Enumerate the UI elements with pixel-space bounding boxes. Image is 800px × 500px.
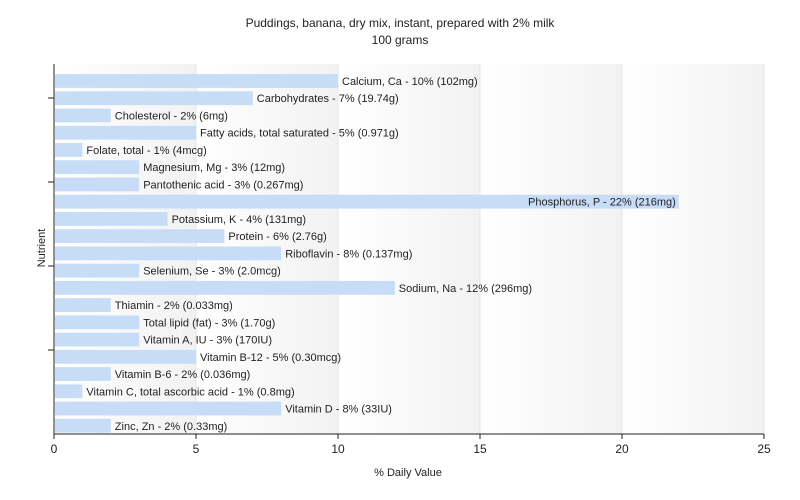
bar-labels: Calcium, Ca - 10% (102mg) Carbohydrates -…: [86, 76, 675, 433]
bar: [55, 298, 111, 312]
bar: [55, 229, 225, 244]
bar: [55, 349, 196, 364]
bar-label: Potassium, K - 4% (131mg): [172, 214, 307, 226]
bar: [55, 125, 196, 140]
x-tick-label: 0: [51, 442, 58, 456]
bar: [55, 108, 111, 123]
chart-subtitle: 100 grams: [372, 33, 429, 47]
bar-label: Thiamin - 2% (0.033mg): [115, 300, 233, 312]
x-axis-label: % Daily Value: [374, 467, 442, 479]
x-tick-label: 25: [757, 442, 771, 456]
bar-label: Sodium, Na - 12% (296mg): [399, 283, 532, 295]
bar: [55, 177, 140, 192]
bar-label: Vitamin B-12 - 5% (0.30mcg): [200, 352, 341, 364]
x-tick-label: 20: [615, 442, 629, 456]
plot-column-band: [338, 64, 480, 434]
bar-label: Vitamin C, total ascorbic acid - 1% (0.8…: [86, 386, 294, 398]
plot-column-band: [480, 64, 622, 434]
plot-column-band: [622, 64, 764, 434]
bar-label: Carbohydrates - 7% (19.74g): [257, 93, 399, 105]
y-axis-label: Nutrient: [36, 229, 48, 268]
bar-label: Vitamin D - 8% (33IU): [285, 404, 392, 416]
bar: [55, 91, 253, 106]
bar-label: Cholesterol - 2% (6mg): [115, 110, 228, 122]
bar: [55, 194, 679, 209]
bar: [55, 418, 111, 433]
chart-title: Puddings, banana, dry mix, instant, prep…: [246, 16, 556, 30]
bar: [55, 384, 83, 399]
bar: [55, 401, 282, 416]
bar: [55, 160, 140, 175]
bar-label: Vitamin B-6 - 2% (0.036mg): [115, 369, 251, 381]
bar: [55, 280, 395, 295]
bar-label: Total lipid (fat) - 3% (1.70g): [143, 317, 275, 329]
bar: [55, 143, 83, 157]
bar-label: Magnesium, Mg - 3% (12mg): [143, 162, 285, 174]
axes: [48, 64, 764, 435]
bars: [55, 74, 679, 433]
bar-label: Riboflavin - 8% (0.137mg): [285, 248, 412, 260]
bar-label: Zinc, Zn - 2% (0.33mg): [115, 421, 227, 433]
bar-label: Calcium, Ca - 10% (102mg): [342, 76, 478, 88]
bar-label: Protein - 6% (2.76g): [228, 231, 326, 243]
x-tick-label: 5: [193, 442, 200, 456]
x-tick-label: 15: [473, 442, 487, 456]
bar-label: Phosphorus, P - 22% (216mg): [528, 197, 676, 209]
bar-label: Pantothenic acid - 3% (0.267mg): [143, 179, 303, 191]
bar: [55, 212, 168, 226]
bar: [55, 263, 140, 278]
bar-label: Vitamin A, IU - 3% (170IU): [143, 335, 272, 347]
bar: [55, 74, 338, 88]
bar: [55, 315, 140, 330]
bar: [55, 332, 140, 347]
bar-label: Selenium, Se - 3% (2.0mcg): [143, 266, 281, 278]
x-tick-label: 10: [331, 442, 345, 456]
bar: [55, 367, 111, 381]
x-ticks: 0 5 10 15 20 25: [51, 434, 771, 456]
bar-label: Folate, total - 1% (4mcg): [86, 145, 206, 157]
bar: [55, 246, 282, 261]
bar-label: Fatty acids, total saturated - 5% (0.971…: [200, 128, 399, 140]
